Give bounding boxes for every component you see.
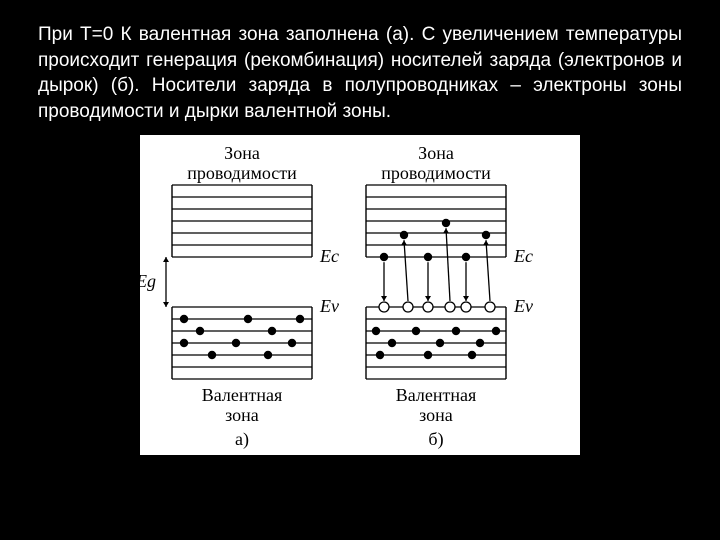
svg-text:Зона: Зона — [224, 143, 260, 163]
svg-text:б): б) — [428, 429, 443, 450]
svg-text:зона: зона — [419, 405, 453, 425]
description-text: При Т=0 К валентная зона заполнена (а). … — [0, 0, 720, 135]
svg-text:проводимости: проводимости — [187, 163, 297, 183]
svg-text:Ev: Ev — [319, 296, 339, 316]
svg-text:зона: зона — [225, 405, 259, 425]
svg-text:Валентная: Валентная — [202, 385, 283, 405]
figure-container: ЗонапроводимостиВалентнаязонаEcEvа)EgЗон… — [0, 135, 720, 455]
svg-text:а): а) — [235, 429, 249, 450]
svg-text:Ev: Ev — [513, 296, 533, 316]
band-diagram-figure: ЗонапроводимостиВалентнаязонаEcEvа)EgЗон… — [140, 135, 580, 455]
svg-text:проводимости: проводимости — [381, 163, 491, 183]
svg-text:Зона: Зона — [418, 143, 454, 163]
svg-text:Eg: Eg — [140, 271, 156, 291]
svg-text:Ec: Ec — [319, 246, 339, 266]
svg-text:Ec: Ec — [513, 246, 533, 266]
svg-text:Валентная: Валентная — [396, 385, 477, 405]
